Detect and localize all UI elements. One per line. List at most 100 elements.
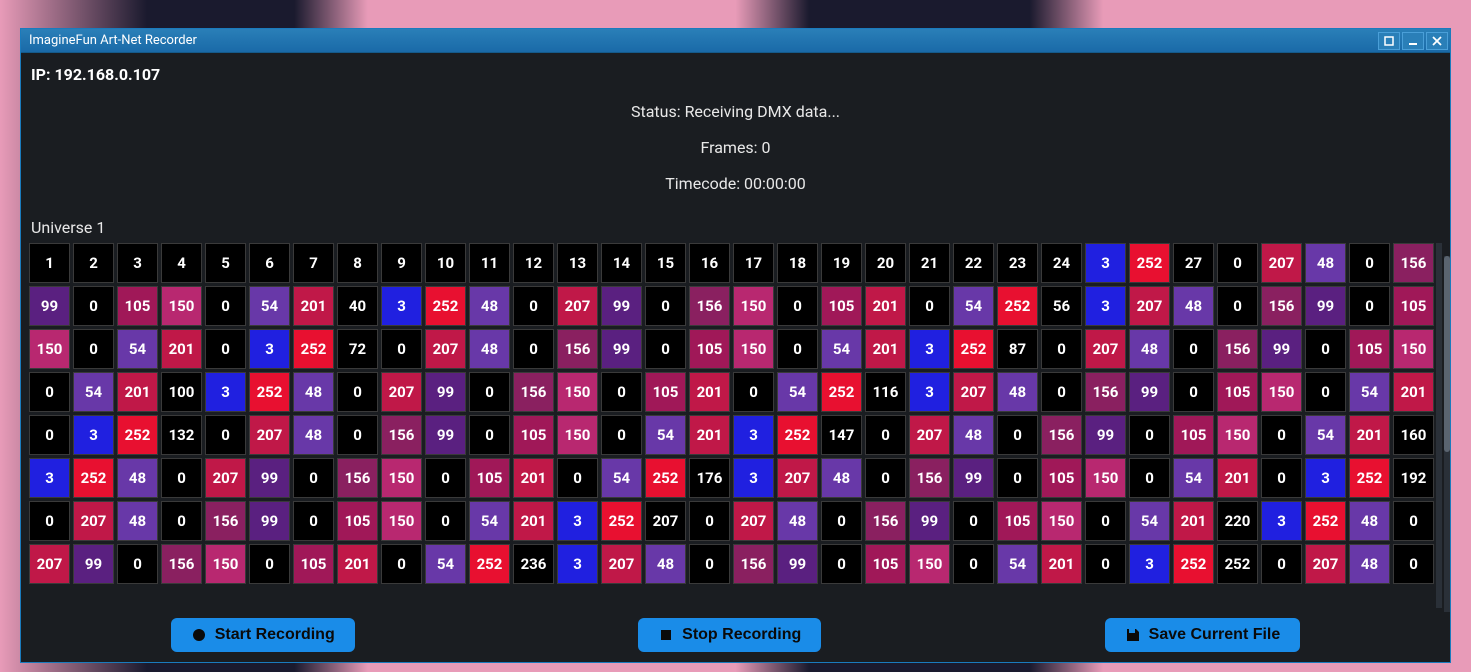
dmx-cell: 150: [557, 415, 598, 455]
dmx-cell: 3: [557, 501, 598, 541]
dmx-cell: 18: [777, 243, 818, 283]
dmx-cell: 0: [557, 458, 598, 498]
dmx-cell: 0: [205, 286, 246, 326]
minimize-button[interactable]: [1402, 32, 1424, 50]
dmx-cell: 147: [821, 415, 862, 455]
dmx-cell: 0: [29, 415, 70, 455]
scrollbar[interactable]: [1444, 256, 1450, 612]
maximize-button[interactable]: [1378, 32, 1400, 50]
stop-recording-button[interactable]: Stop Recording: [638, 618, 821, 652]
dmx-cell: 100: [161, 372, 202, 412]
dmx-cell: 54: [601, 458, 642, 498]
maximize-icon: [1384, 36, 1394, 46]
close-button[interactable]: [1426, 32, 1448, 50]
start-recording-button[interactable]: Start Recording: [171, 618, 355, 652]
dmx-cell: 207: [557, 286, 598, 326]
titlebar[interactable]: ImagineFun Art-Net Recorder: [21, 29, 1450, 53]
dmx-cell: 48: [645, 544, 686, 584]
dmx-cell: 10: [425, 243, 466, 283]
dmx-cell: 201: [689, 372, 730, 412]
dmx-cell: 207: [1129, 286, 1170, 326]
dmx-cell: 3: [381, 286, 422, 326]
record-icon: [191, 627, 207, 643]
dmx-cell: 0: [29, 372, 70, 412]
dmx-cell: 0: [865, 458, 906, 498]
dmx-cell: 252: [1217, 544, 1258, 584]
dmx-cell: 220: [1217, 501, 1258, 541]
dmx-cell: 0: [821, 544, 862, 584]
dmx-cell: 0: [469, 415, 510, 455]
dmx-cell: 48: [953, 415, 994, 455]
universe-label: Universe 1: [31, 218, 1442, 237]
dmx-cell: 87: [997, 329, 1038, 369]
dmx-cell: 201: [1217, 458, 1258, 498]
minimize-icon: [1408, 36, 1418, 46]
status-value: Receiving DMX data...: [685, 102, 840, 121]
dmx-cell: 150: [1393, 329, 1434, 369]
save-file-button[interactable]: Save Current File: [1105, 618, 1301, 652]
dmx-cell: 0: [161, 501, 202, 541]
dmx-cell: 99: [249, 501, 290, 541]
dmx-cell: 99: [909, 501, 950, 541]
dmx-cell: 176: [689, 458, 730, 498]
dmx-cell: 0: [1349, 286, 1390, 326]
dmx-cell: 19: [821, 243, 862, 283]
dmx-cell: 99: [1261, 329, 1302, 369]
dmx-cell: 201: [689, 415, 730, 455]
dmx-cell: 0: [161, 458, 202, 498]
dmx-cell: 116: [865, 372, 906, 412]
dmx-cell: 201: [865, 329, 906, 369]
dmx-cell: 252: [953, 329, 994, 369]
dmx-cell: 99: [73, 544, 114, 584]
ip-value: 192.168.0.107: [54, 65, 160, 84]
dmx-cell: 0: [337, 372, 378, 412]
dmx-cell: 207: [601, 544, 642, 584]
dmx-cell: 156: [381, 415, 422, 455]
dmx-cell: 0: [1305, 372, 1346, 412]
dmx-cell: 156: [1393, 243, 1434, 283]
dmx-cell: 252: [601, 501, 642, 541]
save-file-label: Save Current File: [1149, 626, 1281, 644]
dmx-cell: 132: [161, 415, 202, 455]
dmx-grid-wrap: 1234567891011121314151617181920212223243…: [29, 243, 1442, 608]
dmx-cell: 11: [469, 243, 510, 283]
dmx-cell: 99: [1085, 415, 1126, 455]
dmx-cell: 0: [425, 501, 466, 541]
dmx-cell: 0: [953, 501, 994, 541]
dmx-cell: 12: [513, 243, 554, 283]
dmx-cell: 0: [733, 372, 774, 412]
dmx-cell: 252: [821, 372, 862, 412]
dmx-cell: 48: [117, 501, 158, 541]
dmx-cell: 150: [1041, 501, 1082, 541]
save-icon: [1125, 627, 1141, 643]
dmx-cell: 22: [953, 243, 994, 283]
dmx-cell: 99: [29, 286, 70, 326]
start-recording-label: Start Recording: [215, 626, 335, 644]
dmx-cell: 3: [1305, 458, 1346, 498]
dmx-cell: 207: [777, 458, 818, 498]
dmx-cell: 21: [909, 243, 950, 283]
dmx-cell: 3: [733, 458, 774, 498]
scrollbar-thumb[interactable]: [1444, 256, 1450, 452]
dmx-cell: 207: [381, 372, 422, 412]
dmx-cell: 201: [513, 501, 554, 541]
dmx-cell: 4: [161, 243, 202, 283]
dmx-cell: 48: [1349, 544, 1390, 584]
dmx-cell: 54: [1129, 501, 1170, 541]
dmx-cell: 207: [909, 415, 950, 455]
dmx-cell: 0: [1261, 458, 1302, 498]
dmx-cell: 54: [821, 329, 862, 369]
dmx-cell: 150: [205, 544, 246, 584]
dmx-cell: 236: [513, 544, 554, 584]
dmx-cell: 99: [777, 544, 818, 584]
dmx-cell: 207: [645, 501, 686, 541]
dmx-cell: 156: [513, 372, 554, 412]
dmx-cell: 3: [733, 415, 774, 455]
close-icon: [1432, 36, 1442, 46]
dmx-cell: 48: [1349, 501, 1390, 541]
content-area: IP: 192.168.0.107 Status: Receiving DMX …: [21, 53, 1450, 662]
dmx-cell: 156: [733, 544, 774, 584]
dmx-cell: 207: [425, 329, 466, 369]
dmx-cell: 156: [161, 544, 202, 584]
dmx-cell: 6: [249, 243, 290, 283]
